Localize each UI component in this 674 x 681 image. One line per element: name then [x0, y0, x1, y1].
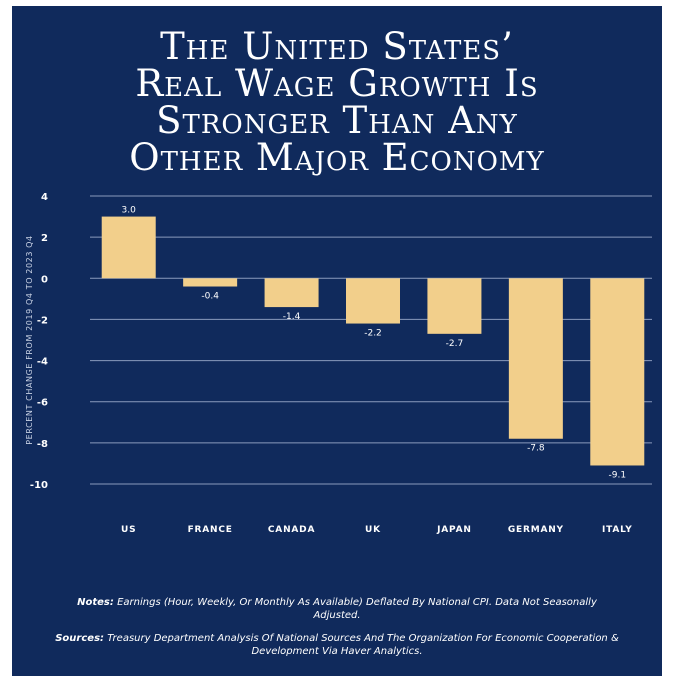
y-tick-label: 2 — [41, 233, 48, 244]
x-tick-label: UK — [365, 525, 381, 535]
y-axis-label: PERCENT CHANGE FROM 2019 Q4 TO 2023 Q4 — [25, 235, 34, 445]
title-line-2: Real Wage Growth Is — [135, 62, 539, 105]
data-label: -9.1 — [609, 470, 627, 480]
bar — [101, 216, 156, 279]
y-tick-label: -8 — [37, 439, 48, 450]
chart-title: The United States’ Real Wage Growth Is S… — [12, 28, 662, 176]
notes-label: Notes: — [77, 597, 114, 608]
bar — [264, 278, 319, 308]
bar — [590, 278, 645, 466]
y-tick-label: -4 — [37, 357, 48, 368]
footnotes: Notes: Earnings (Hour, Weekly, Or Monthl… — [52, 596, 622, 668]
x-tick-label: GERMANY — [508, 525, 564, 535]
data-label: -7.8 — [527, 444, 545, 454]
bar — [346, 278, 400, 324]
y-tick-label: -2 — [37, 315, 48, 326]
x-tick-label: FRANCE — [188, 525, 233, 535]
y-tick-label: -10 — [30, 480, 48, 491]
data-label: 3.0 — [122, 206, 137, 216]
sources-text: Treasury Department Analysis Of National… — [107, 633, 619, 657]
data-label: -0.4 — [201, 292, 219, 302]
y-tick-label: 0 — [41, 274, 48, 285]
x-tick-label: ITALY — [602, 525, 633, 535]
data-label: -2.7 — [446, 339, 464, 349]
sources-paragraph: Sources: Treasury Department Analysis Of… — [52, 632, 622, 658]
notes-paragraph: Notes: Earnings (Hour, Weekly, Or Monthl… — [52, 596, 622, 622]
chart-card: The United States’ Real Wage Growth Is S… — [12, 6, 662, 676]
y-tick-label: -6 — [37, 398, 48, 409]
x-tick-label: JAPAN — [436, 525, 472, 535]
title-line-3: Stronger Than Any — [156, 99, 518, 142]
y-tick-label: 4 — [41, 192, 48, 203]
notes-text: Earnings (Hour, Weekly, Or Monthly As Av… — [117, 597, 597, 621]
bar — [508, 278, 563, 439]
bar — [183, 278, 238, 287]
data-label: -1.4 — [283, 312, 301, 322]
sources-label: Sources: — [55, 633, 105, 644]
title-line-1: The United States’ — [160, 25, 514, 68]
bar — [427, 278, 482, 334]
data-label: -2.2 — [364, 329, 382, 339]
title-line-4: Other Major Economy — [129, 136, 545, 179]
bar-chart: 4 2 0 -2 -4 -6 -8 -10 PERCENT CHANGE FROM 2019 Q… — [25, 192, 652, 535]
x-tick-label: US — [121, 525, 136, 535]
x-tick-label: CANADA — [268, 525, 315, 535]
